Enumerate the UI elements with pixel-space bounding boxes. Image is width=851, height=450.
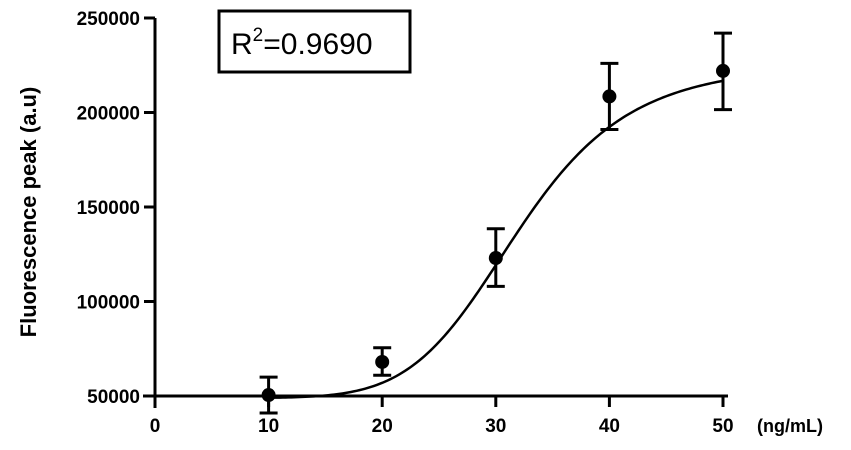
- x-tick-label: 20: [372, 416, 393, 437]
- r2-annotation: R2=0.9690: [217, 9, 412, 74]
- data-points-layer: [259, 31, 732, 415]
- y-tick-label: 100000: [77, 293, 140, 314]
- x-axis-unit-label: (ng/mL): [757, 416, 823, 436]
- x-tick-label: 0: [150, 416, 161, 437]
- data-point: [375, 354, 390, 369]
- r2-value: =0.9690: [263, 28, 372, 61]
- data-point: [261, 388, 276, 403]
- data-point: [716, 63, 730, 78]
- y-tick-label: 200000: [77, 104, 140, 125]
- r2-superscript: 2: [253, 25, 264, 46]
- x-tick-label: 40: [599, 416, 620, 437]
- y-tick-label: 250000: [77, 9, 140, 30]
- x-tick-label: 30: [485, 416, 506, 437]
- y-tick-label: 50000: [87, 387, 140, 408]
- axes: [143, 16, 728, 408]
- x-tick-label: 10: [258, 416, 279, 437]
- r2-annotation-text: R2=0.9690: [231, 25, 373, 61]
- tick-labels-layer: 0 10 20 30 40 50 50000 100000 150000 200000 250000: [77, 9, 734, 437]
- y-tick-label: 150000: [77, 198, 140, 219]
- r2-prefix: R: [231, 28, 253, 61]
- x-tick-label: 50: [712, 416, 733, 437]
- data-point: [602, 89, 617, 104]
- y-axis-title: Fluorescence peak (a.u): [16, 87, 41, 338]
- r2-annotation-box: [217, 9, 412, 74]
- data-point: [488, 251, 503, 266]
